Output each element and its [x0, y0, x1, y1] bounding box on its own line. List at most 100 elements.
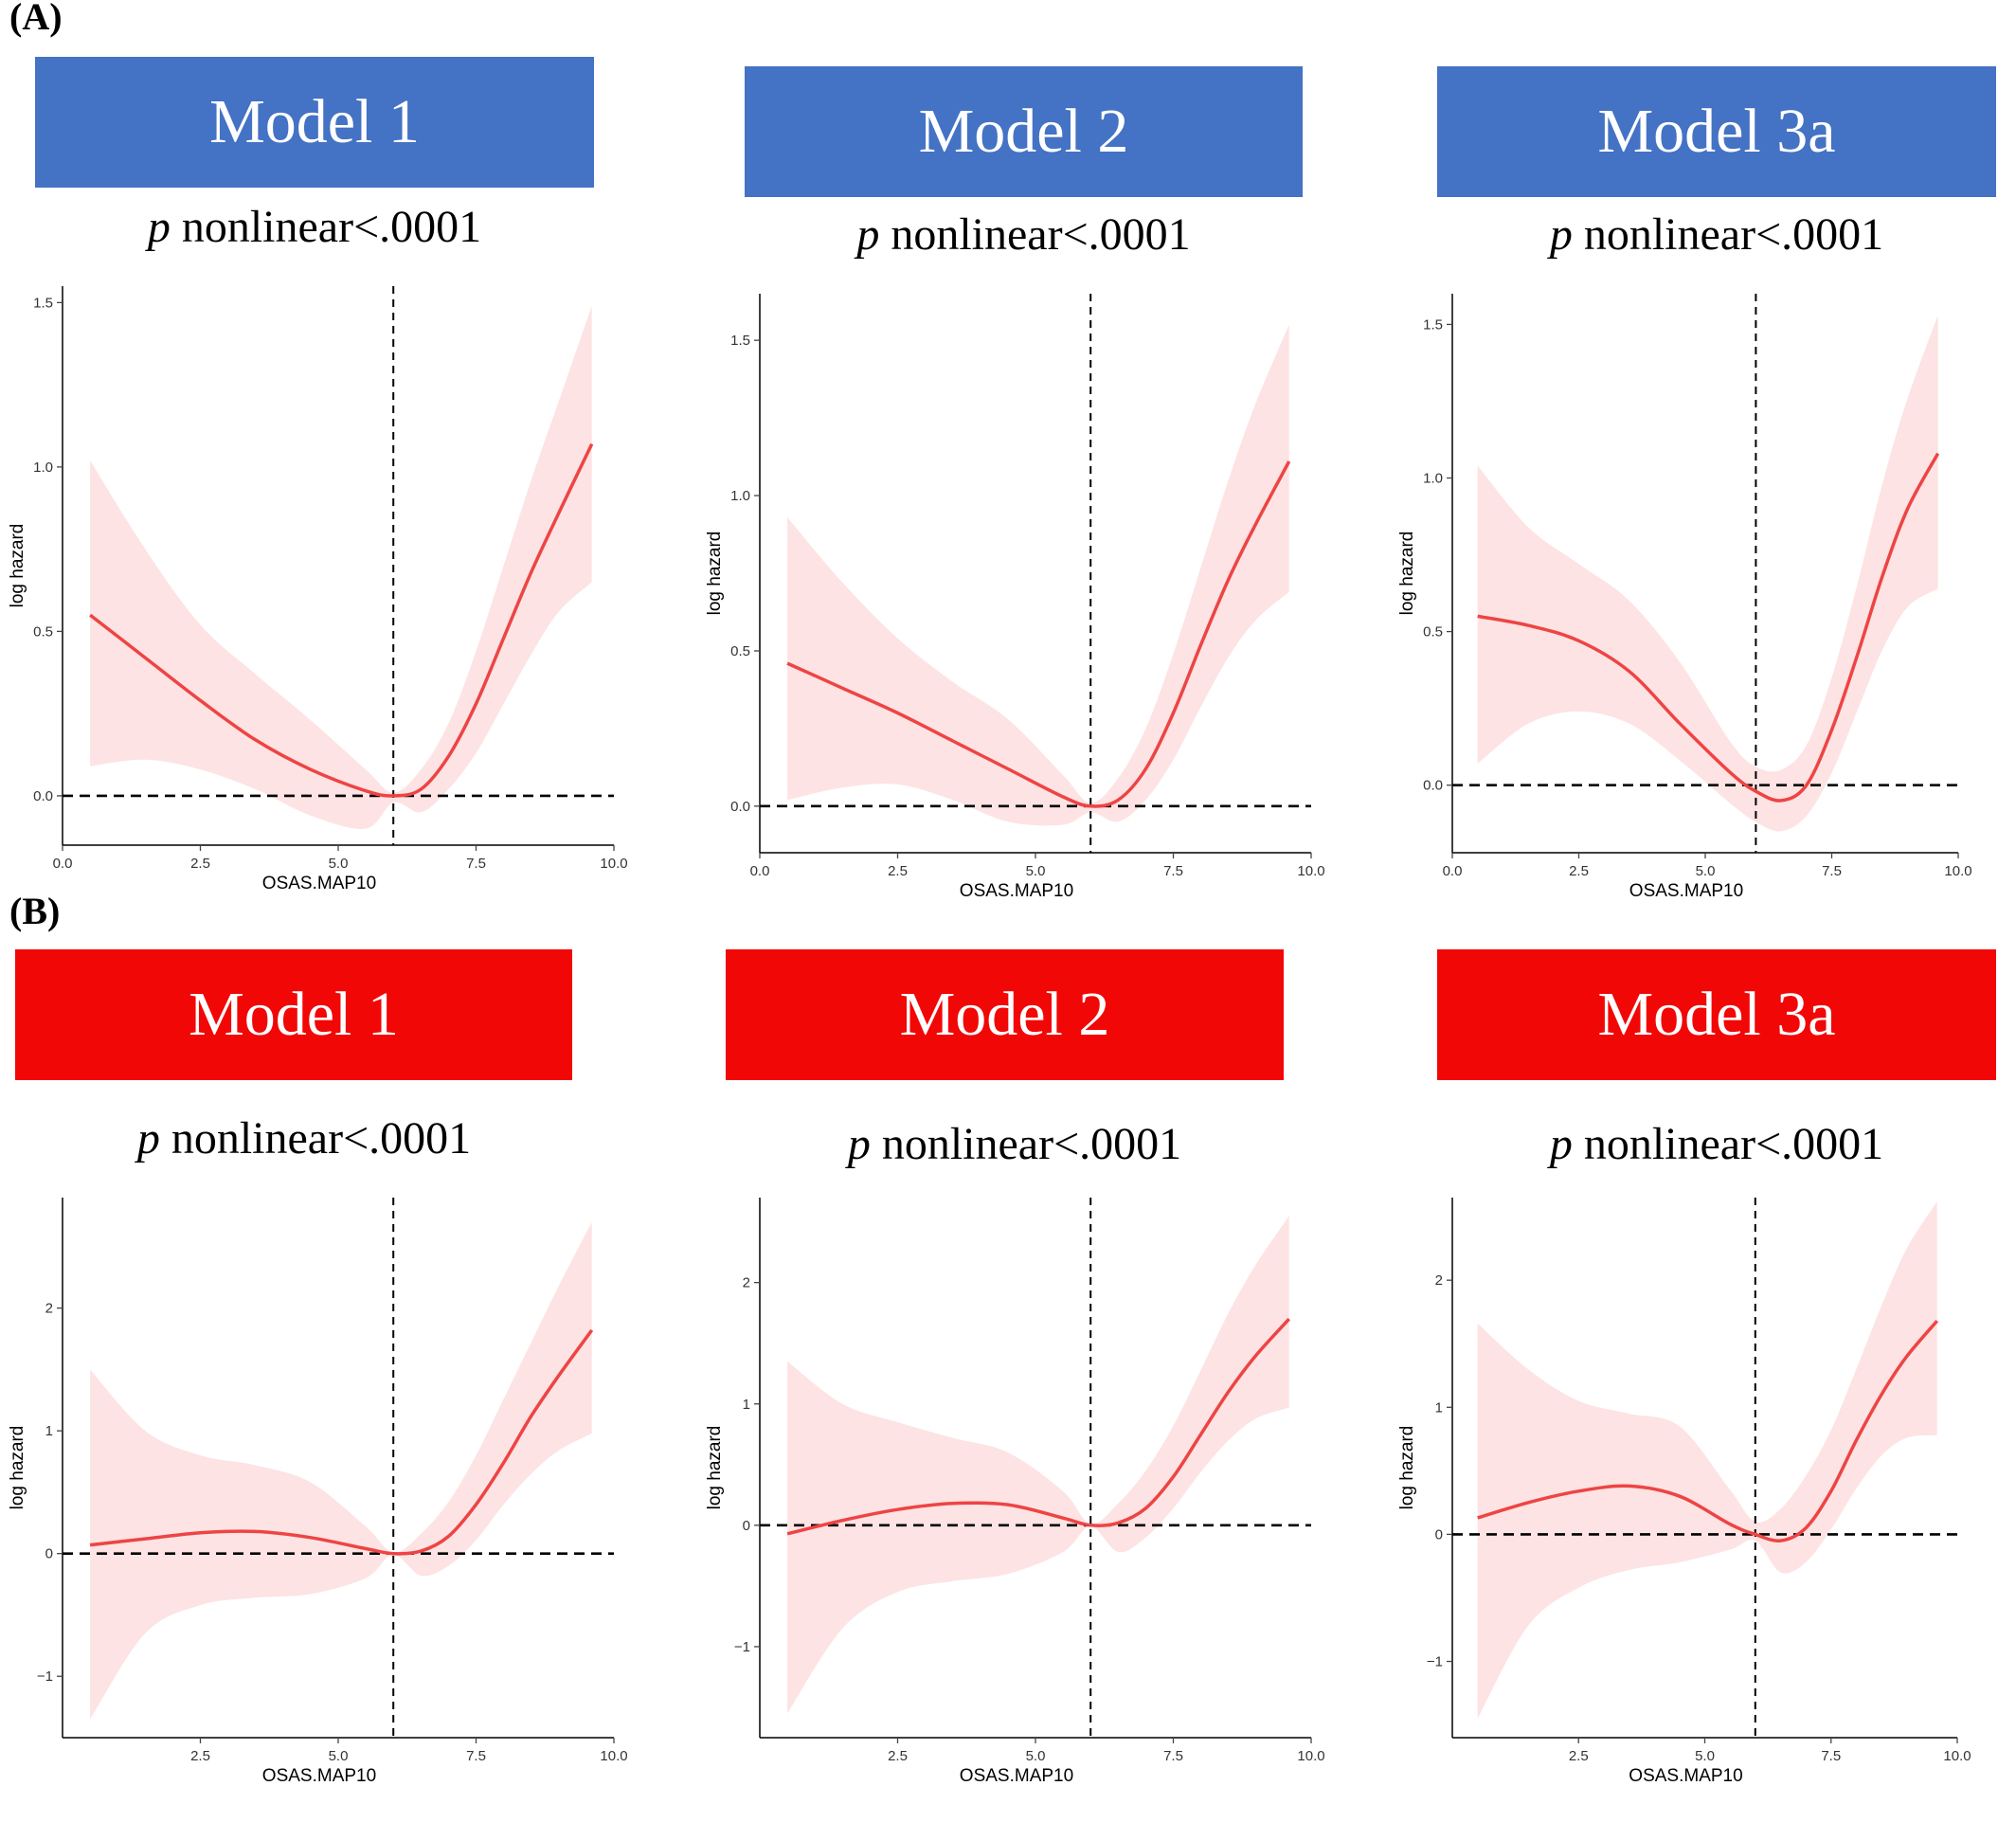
p-value-label: p nonlinear<.0001 [726, 1118, 1304, 1170]
y-tick-label: 0 [743, 1518, 750, 1534]
x-tick-label: 7.5 [466, 856, 486, 872]
model-banner: Model 3a [1437, 949, 1996, 1080]
y-axis-label: log hazard [1397, 1426, 1417, 1510]
p-text: nonlinear<.0001 [870, 1119, 1182, 1169]
x-tick-label: 7.5 [1821, 1748, 1841, 1764]
hazard-curve [1477, 1319, 1939, 1542]
y-tick-label: 0.0 [730, 799, 750, 815]
y-tick-label: 1 [1435, 1399, 1443, 1416]
y-tick-label: −1 [1427, 1654, 1443, 1670]
y-tick-label: 1.0 [730, 488, 750, 504]
y-tick-label: 1.5 [730, 333, 750, 349]
p-text: nonlinear<.0001 [1572, 209, 1884, 260]
x-axis-label: OSAS.MAP10 [960, 1766, 1073, 1786]
x-tick-label: 7.5 [1163, 1748, 1183, 1764]
y-tick-label: 1 [45, 1423, 53, 1439]
x-tick-label: 2.5 [888, 863, 908, 879]
model-banner: Model 1 [15, 949, 572, 1080]
y-tick-label: 0.5 [33, 623, 53, 640]
p-text: nonlinear<.0001 [159, 1113, 472, 1164]
y-tick-label: 0 [1435, 1526, 1443, 1542]
x-tick-label: 7.5 [1163, 863, 1183, 879]
y-tick-label: 2 [743, 1275, 750, 1291]
x-axis-label: OSAS.MAP10 [1629, 881, 1743, 901]
model-banner: Model 1 [35, 57, 594, 188]
model-title: Model 1 [209, 87, 420, 156]
confidence-band [1477, 1201, 1937, 1719]
section-label-a: (A) [9, 0, 63, 38]
y-tick-label: 0.5 [1423, 624, 1443, 640]
y-tick-label: 1.0 [33, 460, 53, 476]
model-title: Model 1 [189, 980, 399, 1049]
y-tick-label: 2 [1435, 1272, 1443, 1289]
hazard-curve [1477, 452, 1940, 803]
x-tick-label: 7.5 [466, 1748, 486, 1764]
p-text: nonlinear<.0001 [1572, 1119, 1884, 1169]
confidence-band [1477, 315, 1938, 832]
x-tick-label: 2.5 [1569, 1748, 1589, 1764]
x-tick-label: 2.5 [190, 1748, 210, 1764]
x-tick-label: 10.0 [1297, 1748, 1324, 1764]
p-symbol: p [856, 209, 880, 260]
x-tick-label: 10.0 [1944, 863, 1971, 879]
x-axis-label: OSAS.MAP10 [262, 1766, 376, 1786]
p-value-label: p nonlinear<.0001 [35, 201, 594, 253]
confidence-band [787, 1216, 1289, 1714]
y-tick-label: 0.0 [33, 788, 53, 804]
model-banner: Model 2 [726, 949, 1284, 1080]
x-tick-label: 0.0 [750, 863, 770, 879]
model-title: Model 3a [1597, 97, 1836, 166]
y-axis-label: log hazard [1397, 532, 1417, 616]
x-tick-label: 2.5 [888, 1748, 908, 1764]
x-axis-label: OSAS.MAP10 [960, 881, 1073, 901]
y-tick-label: 1.5 [33, 295, 53, 311]
x-axis-label: OSAS.MAP10 [1629, 1766, 1742, 1786]
p-value-label: p nonlinear<.0001 [745, 208, 1303, 261]
y-axis-label: log hazard [8, 524, 27, 608]
y-axis-label: log hazard [705, 1426, 725, 1510]
spline-chart: 2.5 5.0 7.5 10.0 −1 0 1 2 OSAS.MAP10 log hazard [705, 1198, 1325, 1786]
y-tick-label: −1 [734, 1639, 750, 1655]
hazard-curve [89, 1328, 594, 1556]
p-symbol: p [1549, 209, 1573, 260]
spline-chart: 0.0 2.5 5.0 7.5 10.0 0.0 0.5 1.0 1.5 OSAS.MAP10 lo… [705, 294, 1325, 901]
p-value-label: p nonlinear<.0001 [1437, 1118, 1996, 1170]
x-tick-label: 10.0 [600, 856, 627, 872]
panel-a-model-3a: Model 3a p nonlinear<.0001 0.0 2.5 5.0 7.5 1… [1397, 66, 2016, 957]
p-symbol: p [1549, 1119, 1573, 1169]
model-title: Model 3a [1597, 980, 1836, 1049]
y-tick-label: 0.0 [1423, 778, 1443, 794]
x-axis-label: OSAS.MAP10 [262, 874, 376, 893]
p-symbol: p [136, 1113, 160, 1164]
x-tick-label: 10.0 [1943, 1748, 1971, 1764]
spline-chart: 2.5 5.0 7.5 10.0 −1 0 1 2 OSAS.MAP10 log hazard [1397, 1198, 1971, 1786]
x-tick-label: 5.0 [1026, 863, 1046, 879]
x-tick-label: 7.5 [1822, 863, 1842, 879]
panel-a-model-2: Model 2 p nonlinear<.0001 0.0 2.5 5.0 7.5 10… [705, 66, 1427, 957]
confidence-band [90, 1221, 592, 1720]
x-tick-label: 10.0 [1297, 863, 1324, 879]
panel-b-model-1: Model 1 p nonlinear<.0001 2.5 5.0 7.5 10.0 −… [8, 949, 697, 1840]
y-tick-label: 1.5 [1423, 316, 1443, 333]
hazard-curve [786, 1317, 1290, 1536]
spline-chart: 2.5 5.0 7.5 10.0 −1 0 1 2 OSAS.MAP10 log hazard [8, 1198, 628, 1786]
model-title: Model 2 [918, 97, 1129, 166]
x-tick-label: 5.0 [1695, 1748, 1715, 1764]
panel-b-model-3a: Model 3a p nonlinear<.0001 2.5 5.0 7.5 10.0… [1397, 949, 2016, 1840]
p-symbol: p [847, 1119, 871, 1169]
spline-chart: 0.0 2.5 5.0 7.5 10.0 0.0 0.5 1.0 1.5 OSAS.MAP10 lo… [8, 286, 628, 893]
x-tick-label: 0.0 [1443, 863, 1463, 879]
confidence-band [90, 305, 592, 829]
y-tick-label: 0.5 [730, 643, 750, 659]
y-tick-label: 2 [45, 1301, 53, 1317]
x-tick-label: 5.0 [329, 1748, 349, 1764]
section-label-b: (B) [9, 890, 61, 932]
p-text: nonlinear<.0001 [879, 209, 1191, 260]
p-value-label: p nonlinear<.0001 [15, 1112, 593, 1164]
y-axis-label: log hazard [8, 1426, 27, 1510]
x-tick-label: 5.0 [1696, 863, 1716, 879]
p-symbol: p [147, 202, 171, 252]
hazard-curve [786, 460, 1291, 808]
spline-chart: 0.0 2.5 5.0 7.5 10.0 0.0 0.5 1.0 1.5 OSAS.MAP10 lo… [1397, 294, 1972, 901]
y-tick-label: 1.0 [1423, 471, 1443, 487]
